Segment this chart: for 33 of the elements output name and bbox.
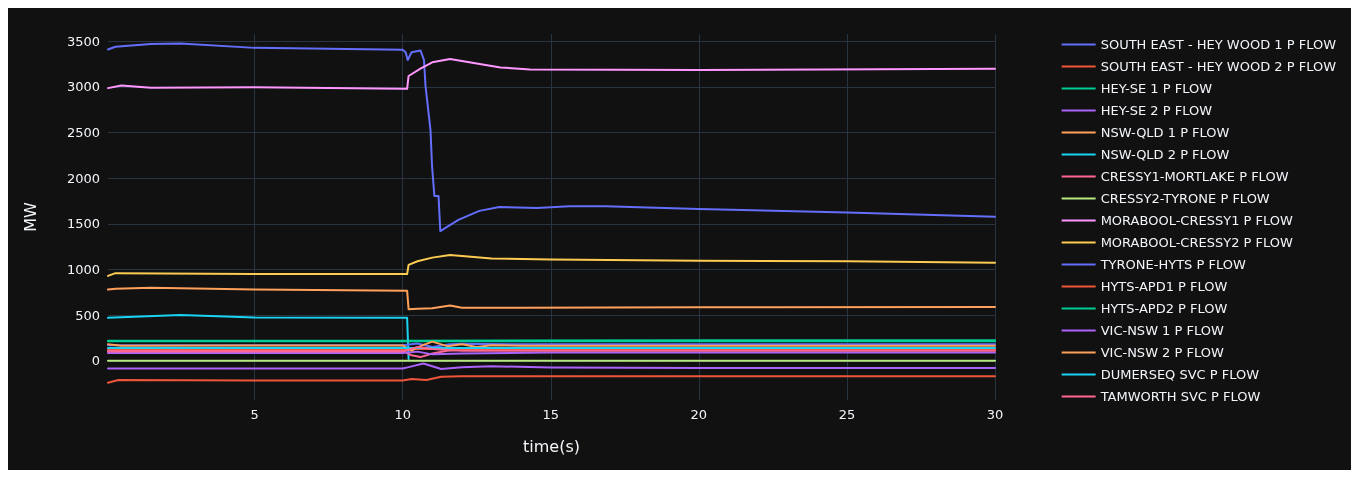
y-tick-label: 500 — [75, 307, 100, 323]
y-tick-label: 0 — [91, 353, 100, 369]
legend-label: NSW-QLD 1 P FLOW — [1100, 125, 1230, 140]
legend-label: NSW-QLD 2 P FLOW — [1100, 147, 1230, 162]
legend-label: SOUTH EAST - HEY WOOD 2 P FLOW — [1100, 59, 1337, 74]
y-tick-label: 1000 — [66, 261, 100, 277]
y-tick-label: 2000 — [66, 170, 100, 186]
legend-label: HEY-SE 2 P FLOW — [1100, 103, 1213, 118]
legend-label: MORABOOL-CRESSY1 P FLOW — [1100, 213, 1293, 228]
legend-label: DUMERSEQ SVC P FLOW — [1100, 367, 1260, 382]
legend-label: HEY-SE 1 P FLOW — [1100, 81, 1213, 96]
x-tick-label: 30 — [986, 407, 1004, 422]
x-tick-label: 25 — [838, 407, 856, 422]
legend-label: HYTS-APD2 P FLOW — [1100, 301, 1228, 316]
y-tick-label: 3500 — [66, 33, 100, 49]
y-axis-title: MW — [20, 202, 40, 232]
x-tick-label: 20 — [690, 407, 708, 422]
x-tick-label: 5 — [250, 407, 259, 422]
legend-label: HYTS-APD1 P FLOW — [1100, 279, 1228, 294]
legend-label: TAMWORTH SVC P FLOW — [1099, 389, 1261, 404]
y-tick-label: 2500 — [66, 125, 100, 141]
y-tick-label: 3000 — [66, 79, 100, 95]
y-tick-label: 1500 — [66, 216, 100, 232]
legend-label: SOUTH EAST - HEY WOOD 1 P FLOW — [1100, 37, 1337, 52]
x-tick-label: 10 — [394, 407, 411, 422]
x-axis-title: time(s) — [523, 436, 580, 456]
x-tick-label: 15 — [542, 407, 560, 422]
legend-label: CRESSY2-TYRONE P FLOW — [1100, 191, 1270, 206]
legend-label: MORABOOL-CRESSY2 P FLOW — [1100, 235, 1293, 250]
legend-label: VIC-NSW 1 P FLOW — [1100, 323, 1224, 338]
legend-label: TYRONE-HYTS P FLOW — [1099, 257, 1246, 272]
legend-label: CRESSY1-MORTLAKE P FLOW — [1100, 169, 1289, 184]
legend-label: VIC-NSW 2 P FLOW — [1100, 345, 1224, 360]
